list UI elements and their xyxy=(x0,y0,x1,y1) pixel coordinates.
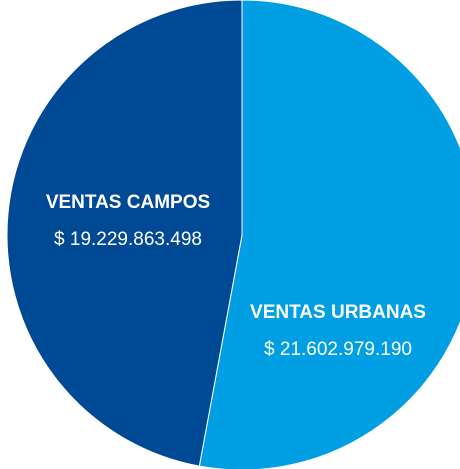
slice-label: VENTAS URBANAS xyxy=(250,302,426,323)
pie-slice xyxy=(198,0,460,469)
slice-value: $ 21.602.979.190 xyxy=(264,339,412,360)
slice-value: $ 19.229.863.498 xyxy=(54,229,202,250)
pie-slice xyxy=(6,0,243,467)
slice-label: VENTAS CAMPOS xyxy=(46,192,210,213)
